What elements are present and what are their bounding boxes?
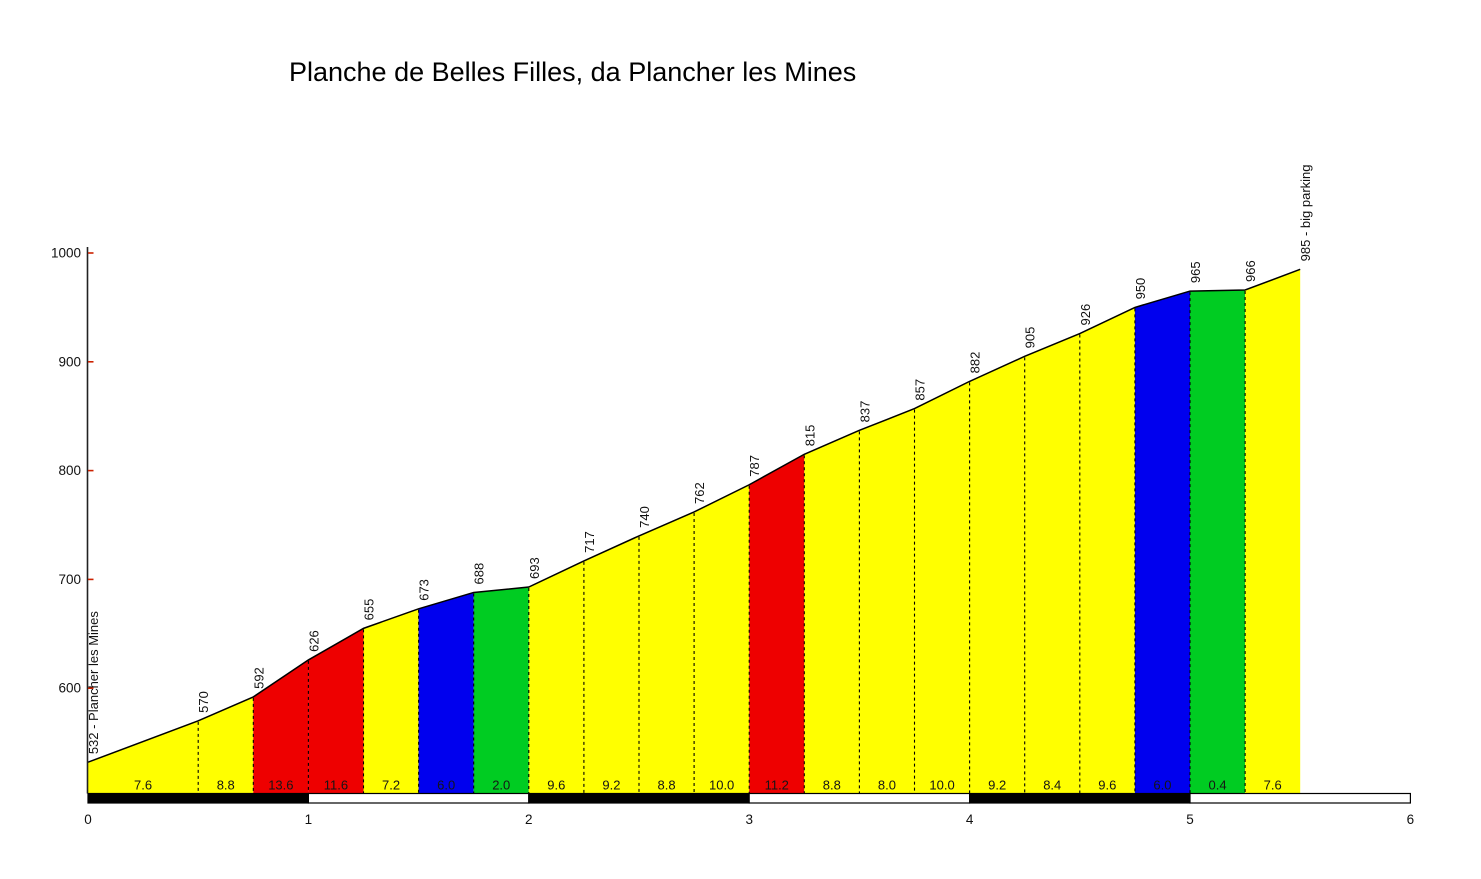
y-axis-label: 700 — [58, 572, 81, 587]
grade-label: 9.6 — [547, 778, 565, 793]
profile-segment-fill — [1190, 289, 1246, 798]
km-bar-cell — [968, 792, 1191, 804]
elevation-label: 965 — [1188, 261, 1203, 283]
grade-label: 8.0 — [878, 778, 896, 793]
chart-title: Planche de Belles Filles, da Plancher le… — [289, 57, 857, 87]
profile-segment-fill — [1079, 307, 1135, 798]
elevation-label: 740 — [637, 506, 652, 528]
profile-segment-fill — [198, 696, 254, 798]
y-axis-label: 900 — [58, 354, 81, 369]
elevation-label: 626 — [306, 630, 321, 652]
y-axis-label: 1000 — [51, 246, 81, 261]
grade-label: 9.6 — [1098, 778, 1116, 793]
y-axis-label: 800 — [58, 463, 81, 478]
x-axis-label: 1 — [305, 812, 313, 827]
grade-label: 8.8 — [823, 778, 841, 793]
grade-label: 7.6 — [134, 778, 152, 793]
grade-label: 13.6 — [268, 778, 293, 793]
grade-label: 11.6 — [324, 778, 348, 793]
elevation-label: 815 — [802, 425, 817, 447]
profile-segment-fill — [914, 381, 970, 798]
start-elevation-label: 532 - Plancher les Mines — [86, 611, 101, 755]
grade-label: 7.6 — [1264, 778, 1282, 793]
elevation-label: 570 — [196, 691, 211, 713]
x-axis-label: 0 — [84, 812, 92, 827]
x-axis-label: 2 — [525, 812, 533, 827]
elevation-label: 717 — [582, 531, 597, 553]
elevation-label: 673 — [417, 579, 432, 601]
profile-segment-fill — [1024, 333, 1080, 798]
grade-label: 10.0 — [929, 778, 954, 793]
elevation-label: 926 — [1078, 304, 1093, 326]
profile-segment-fill — [253, 659, 309, 798]
profile-segment-fill — [363, 608, 419, 798]
grade-label: 6.0 — [437, 778, 455, 793]
grade-label: 7.2 — [382, 778, 400, 793]
profile-segment-fill — [639, 511, 695, 798]
grade-label: 0.4 — [1209, 778, 1227, 793]
profile-segment-fill — [528, 560, 584, 798]
profile-segment-fill — [859, 408, 915, 798]
elevation-label: 837 — [857, 401, 872, 423]
elevation-label: 950 — [1133, 278, 1148, 300]
profile-segment-fill — [1134, 291, 1190, 798]
grade-label: 11.2 — [765, 778, 789, 793]
grade-label: 10.0 — [709, 778, 734, 793]
elevation-label: 655 — [362, 599, 377, 621]
x-axis-label: 5 — [1186, 812, 1194, 827]
profile-segment-fill — [88, 720, 199, 798]
profile-segment-fill — [694, 484, 750, 798]
grade-label: 8.8 — [658, 778, 676, 793]
elevation-label: 787 — [747, 455, 762, 477]
profile-segment-fill — [308, 628, 364, 798]
x-axis-label: 3 — [745, 812, 753, 827]
profile-line — [87, 268, 1301, 763]
profile-segment-fill — [969, 356, 1025, 798]
km-bar-cell — [307, 792, 530, 804]
elevation-label: 966 — [1243, 260, 1258, 282]
profile-segment-fill — [583, 535, 639, 798]
grade-label: 2.0 — [492, 778, 510, 793]
elevation-label: 592 — [251, 667, 266, 689]
x-axis-label: 6 — [1407, 812, 1415, 827]
x-axis-label: 4 — [966, 812, 974, 827]
km-bar-cell — [1189, 792, 1411, 804]
elevation-label: 905 — [1023, 327, 1038, 349]
elevation-label: 882 — [968, 352, 983, 374]
summit-elevation-label: 985 - big parking — [1298, 164, 1313, 261]
profile-segment-fill — [418, 592, 474, 798]
grade-label: 8.4 — [1043, 778, 1061, 793]
profile-segment-fill — [749, 454, 805, 798]
y-axis-label: 600 — [58, 681, 81, 696]
profile-segment-fill — [804, 430, 860, 798]
km-bar-cell — [748, 792, 971, 804]
elevation-label: 762 — [692, 482, 707, 504]
elevation-label: 857 — [913, 379, 928, 401]
elevation-label: 693 — [527, 557, 542, 579]
km-bar-cell — [87, 792, 309, 804]
grade-label: 9.2 — [602, 778, 620, 793]
grade-label: 6.0 — [1153, 778, 1171, 793]
grade-label: 9.2 — [988, 778, 1006, 793]
elevation-label: 688 — [472, 563, 487, 585]
km-bar-cell — [528, 792, 750, 804]
profile-segment-fill — [473, 587, 529, 798]
profile-segment-fill — [1245, 269, 1301, 798]
grade-label: 8.8 — [217, 778, 235, 793]
